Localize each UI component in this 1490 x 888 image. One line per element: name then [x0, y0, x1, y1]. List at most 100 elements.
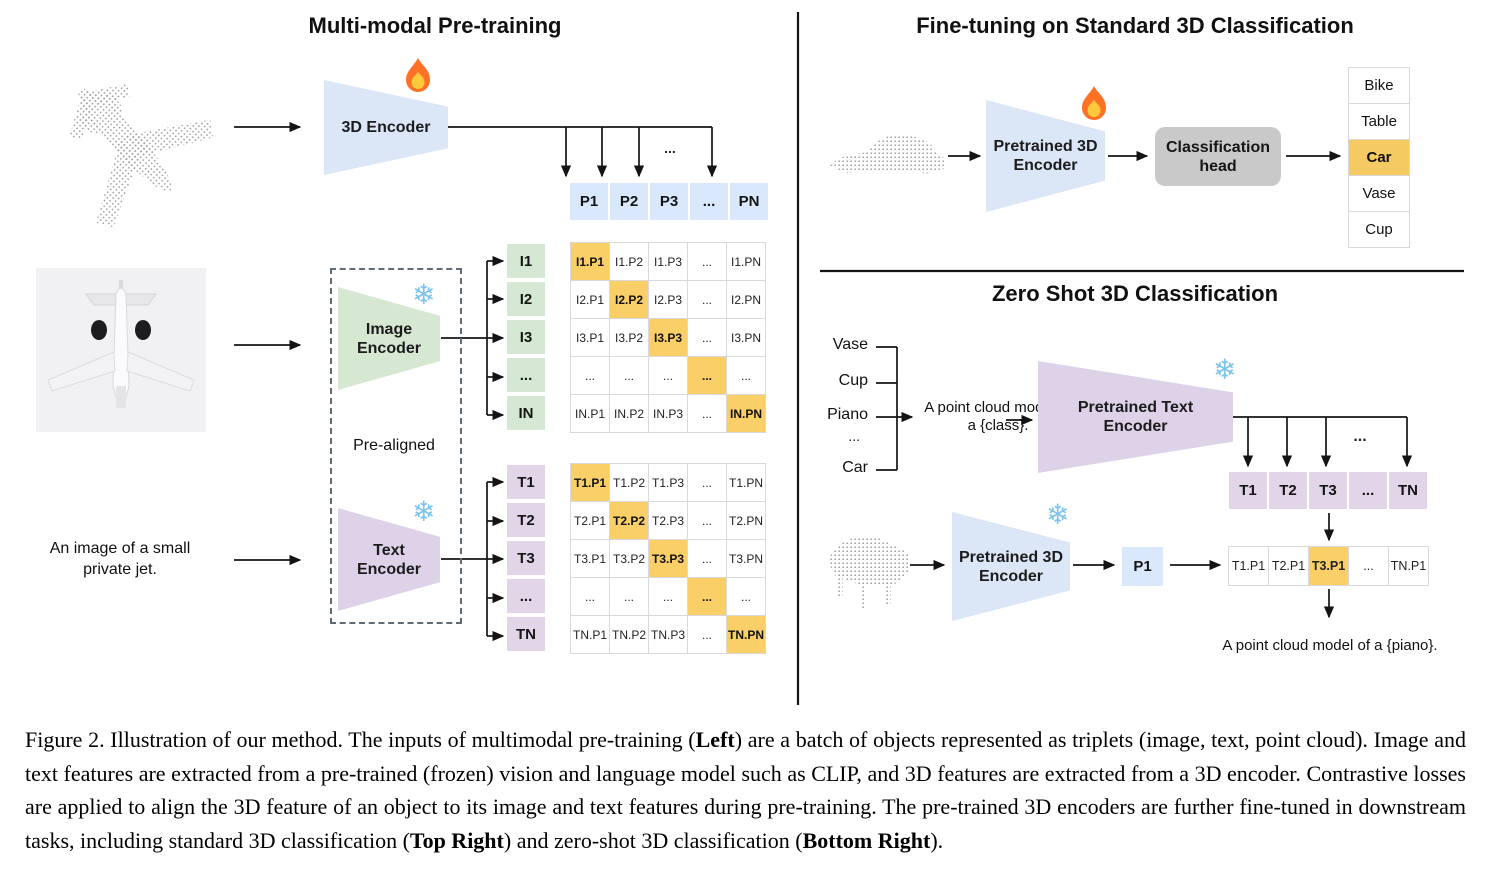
matrix-cell: IN.PN — [727, 395, 765, 432]
matrix-cell: T1.PN — [727, 464, 765, 501]
i-cell: I3 — [507, 320, 545, 354]
zeroshot-class-label: Piano — [827, 406, 868, 423]
caption-text: ). — [930, 827, 944, 853]
matrix-cell: ... — [610, 357, 648, 394]
snowflake-icon: ❄ — [1046, 499, 1070, 530]
pre-aligned-label: Pre-aligned — [353, 437, 435, 454]
fire-icon — [406, 58, 430, 92]
class-item: Vase — [1349, 176, 1409, 211]
matrix-cell: TN.P3 — [649, 616, 687, 653]
matrix-cell: ... — [688, 357, 726, 394]
matrix-cell: IN.P2 — [610, 395, 648, 432]
matrix-cell: ... — [688, 616, 726, 653]
matrix-cell: I3.P3 — [649, 319, 687, 356]
p-feature-row: P1 P2 P3 ... PN — [570, 183, 768, 220]
matrix-cell: ... — [571, 357, 609, 394]
caption-bold-top-right: Top Right — [409, 827, 504, 853]
p-cell: ... — [690, 183, 728, 220]
t-cell: TN — [1389, 472, 1427, 509]
matrix-cell: I2.PN — [727, 281, 765, 318]
matrix-cell: T1.P1 — [571, 464, 609, 501]
i-cell: I2 — [507, 282, 545, 316]
matrix-cell: ... — [688, 464, 726, 501]
zeroshot-title: Zero Shot 3D Classification — [991, 281, 1279, 306]
similarity-row: T1.P1 T2.P1 T3.P1 ... TN.P1 — [1228, 546, 1429, 586]
matrix-cell: ... — [727, 578, 765, 615]
t-cell: T2 — [1269, 472, 1307, 509]
class-item: Table — [1349, 104, 1409, 139]
matrix-cell: ... — [688, 395, 726, 432]
caption-text: ) are a batch of objects represented as … — [25, 727, 1466, 853]
matrix-cell: ... — [688, 281, 726, 318]
caption-bold-bottom-right: Bottom Right — [802, 827, 931, 853]
matrix-cell: T2.P3 — [649, 502, 687, 539]
sim-cell: TN.P1 — [1389, 547, 1428, 585]
matrix-cell: T3.P1 — [571, 540, 609, 577]
t-cell: T2 — [507, 503, 545, 537]
airplane-top-view — [47, 280, 195, 408]
zeroshot-result-text: A point cloud model of a {piano}. — [1222, 637, 1438, 654]
finetune-title: Fine-tuning on Standard 3D Classificatio… — [916, 13, 1354, 38]
i-cell: ... — [507, 358, 545, 392]
p-cell: P3 — [650, 183, 688, 220]
matrix-cell: I1.P2 — [610, 243, 648, 280]
matrix-cell: I1.PN — [727, 243, 765, 280]
matrix-cell: ... — [649, 578, 687, 615]
matrix-cell: ... — [571, 578, 609, 615]
snowflake-icon: ❄ — [412, 496, 436, 527]
matrix-cell: I1.P3 — [649, 243, 687, 280]
matrix-cell: I2.P3 — [649, 281, 687, 318]
matrix-cell: T2.P1 — [571, 502, 609, 539]
matrix-cell: TN.PN — [727, 616, 765, 653]
class-item: Bike — [1349, 68, 1409, 103]
matrix-cell: IN.P3 — [649, 395, 687, 432]
matrix-cell: I3.P2 — [610, 319, 648, 356]
t-cell: T3 — [507, 541, 545, 575]
t-cell: ... — [507, 579, 545, 613]
figure-caption: Figure 2. Illustration of our method. Th… — [25, 723, 1466, 857]
car-point-cloud — [830, 134, 946, 174]
pretraining-title: Multi-modal Pre-training — [308, 13, 562, 38]
text-feature-col: T1 T2 T3 ... TN — [507, 465, 545, 651]
p-cell: P2 — [610, 183, 648, 220]
matrix-cell: ... — [727, 357, 765, 394]
caption-text: ) and zero-shot 3D classification ( — [503, 827, 803, 853]
class-item: Cup — [1349, 212, 1409, 247]
matrix-cell: T1.P3 — [649, 464, 687, 501]
matrix-cell: T1.P2 — [610, 464, 648, 501]
i-cell: IN — [507, 396, 545, 430]
p-cell: PN — [730, 183, 768, 220]
p-cell: P1 — [570, 183, 608, 220]
snowflake-icon: ❄ — [1213, 354, 1237, 385]
matrix-cell: I2.P2 — [610, 281, 648, 318]
t-cell: T3 — [1309, 472, 1347, 509]
i-cell: I1 — [507, 244, 545, 278]
snowflake-icon: ❄ — [412, 279, 436, 310]
matrix-cell: TN.P1 — [571, 616, 609, 653]
prompt-template-text: A point cloud model of a {class}. — [924, 399, 1072, 434]
airplane-point-cloud — [69, 84, 213, 228]
class-item-highlighted: Car — [1349, 140, 1409, 175]
t-branch-ellipsis: ... — [1353, 428, 1367, 445]
t-cell: ... — [1349, 472, 1387, 509]
text-point-contrast-matrix: T1.P1 T1.P2 T1.P3 ... T1.PN T2.P1 T2.P2 … — [570, 463, 766, 654]
caption-bold-left: Left — [695, 727, 735, 752]
matrix-cell: ... — [688, 319, 726, 356]
matrix-cell: T3.P3 — [649, 540, 687, 577]
classification-head: Classification head — [1155, 127, 1281, 186]
matrix-cell: IN.P1 — [571, 395, 609, 432]
p-branch-ellipsis: ... — [664, 140, 676, 156]
caption-text: Figure 2. Illustration of our method. Th… — [25, 727, 696, 752]
matrix-cell: ... — [688, 578, 726, 615]
piano-point-cloud — [829, 536, 911, 608]
matrix-cell: T2.PN — [727, 502, 765, 539]
matrix-cell: I3.P1 — [571, 319, 609, 356]
matrix-cell: I2.P1 — [571, 281, 609, 318]
pretrained-text-encoder: Pretrained Text Encoder — [1038, 361, 1233, 473]
matrix-cell: T3.PN — [727, 540, 765, 577]
matrix-cell: ... — [688, 502, 726, 539]
matrix-cell: ... — [610, 578, 648, 615]
matrix-cell: TN.P2 — [610, 616, 648, 653]
matrix-cell: ... — [688, 540, 726, 577]
